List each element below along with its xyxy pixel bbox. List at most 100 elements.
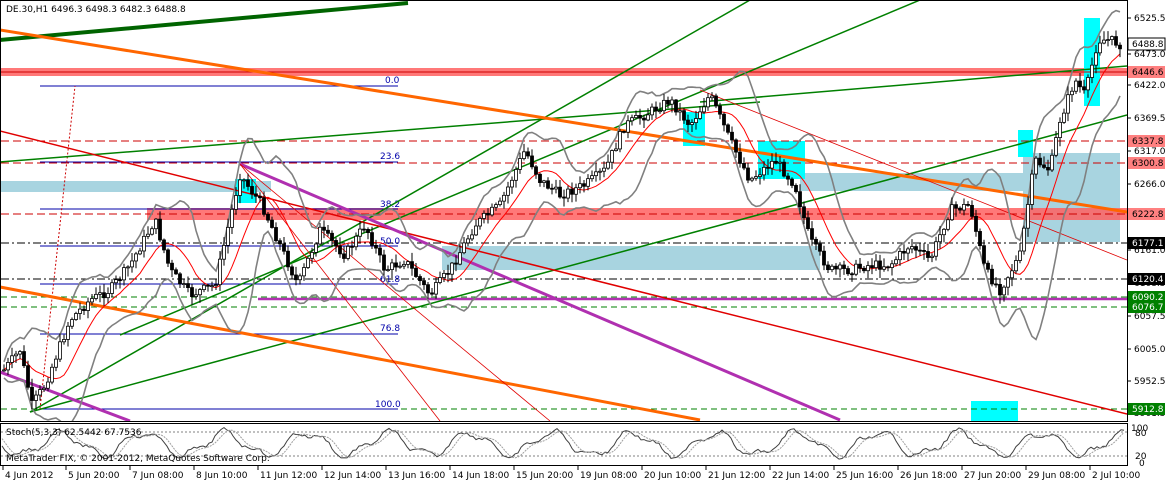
price-axis-label: 6317.0 — [1134, 147, 1166, 157]
candle — [438, 271, 442, 285]
candle — [690, 119, 694, 133]
price-tag-label: 6177.1 — [1132, 239, 1164, 249]
candle — [314, 242, 318, 257]
candle — [902, 244, 906, 260]
candle — [1086, 74, 1090, 98]
candle — [18, 349, 22, 360]
candle — [1106, 31, 1110, 47]
candle — [806, 210, 810, 231]
time-axis-label: 26 Jun 18:00 — [900, 471, 957, 481]
time-axis-label: 15 Jun 20:00 — [516, 471, 573, 481]
price-tag: 5912.8 — [1128, 403, 1165, 415]
candle — [634, 110, 638, 119]
candle — [726, 123, 730, 135]
candle — [954, 201, 958, 217]
candle — [418, 274, 422, 286]
candle — [854, 259, 858, 277]
candle — [746, 162, 750, 184]
price-tag: 6446.6 — [1128, 66, 1165, 78]
candle — [1022, 225, 1026, 255]
candle — [870, 258, 874, 275]
candle — [94, 287, 98, 301]
candle — [1050, 149, 1054, 173]
candle — [846, 265, 850, 276]
trend-lines — [1, 1, 1127, 421]
candle — [862, 265, 866, 274]
candle — [1074, 78, 1078, 95]
candle — [530, 149, 534, 170]
candle — [138, 247, 142, 256]
candle — [670, 96, 674, 113]
candle — [250, 179, 254, 199]
candle — [318, 223, 322, 246]
candle — [350, 240, 354, 256]
candle — [214, 279, 218, 290]
candle — [574, 183, 578, 202]
candle — [346, 243, 350, 261]
candle — [642, 114, 646, 129]
candle — [102, 284, 106, 306]
candle — [1098, 35, 1102, 56]
candle — [1062, 108, 1066, 124]
price-tag-label: 6337.8 — [1132, 137, 1164, 147]
candle — [778, 156, 782, 173]
price-tag: 6120.4 — [1128, 273, 1165, 285]
candle — [430, 287, 434, 296]
candle — [338, 237, 342, 258]
candle — [246, 173, 250, 191]
candle — [1058, 117, 1062, 147]
candle — [406, 260, 410, 269]
candle — [678, 103, 682, 121]
candle — [718, 102, 722, 120]
candle — [90, 293, 94, 306]
candle — [470, 229, 474, 242]
candle — [630, 114, 634, 126]
candle — [290, 264, 294, 279]
candle — [494, 202, 498, 211]
candle — [342, 246, 346, 263]
time-axis-label: 2 Jul 10:00 — [1092, 471, 1141, 481]
candle — [842, 260, 846, 275]
candle — [274, 222, 278, 242]
candle — [122, 263, 126, 286]
price-axis-label: 6369.5 — [1134, 114, 1166, 124]
candle — [766, 159, 770, 175]
candle — [134, 251, 138, 269]
candle — [302, 263, 306, 281]
candle — [474, 219, 478, 236]
fib-76: 76.8 — [380, 324, 400, 334]
candle — [934, 236, 938, 261]
candle — [982, 239, 986, 266]
candle — [354, 232, 358, 251]
candle — [478, 216, 482, 230]
candle — [590, 170, 594, 182]
fib-23: 23.6 — [380, 152, 400, 162]
candle — [6, 357, 10, 375]
candle — [446, 264, 450, 283]
candle — [50, 363, 54, 385]
candle — [1038, 153, 1042, 168]
candle — [394, 254, 398, 272]
candle — [414, 262, 418, 278]
stochastic-pane[interactable] — [0, 423, 1128, 466]
candle — [54, 355, 58, 372]
candle — [330, 230, 334, 248]
price-tag: 6300.8 — [1128, 157, 1165, 169]
candle — [218, 251, 222, 291]
candle — [542, 179, 546, 188]
candle — [894, 256, 898, 267]
candle — [798, 184, 802, 215]
candle — [226, 218, 230, 254]
candle — [918, 243, 922, 256]
candle — [142, 229, 146, 258]
candle — [838, 262, 842, 278]
candle — [206, 283, 210, 292]
candle — [998, 279, 1002, 304]
candle — [970, 200, 974, 220]
candle — [182, 278, 186, 289]
candle — [506, 181, 510, 204]
candle — [586, 174, 590, 191]
candle — [714, 93, 718, 109]
